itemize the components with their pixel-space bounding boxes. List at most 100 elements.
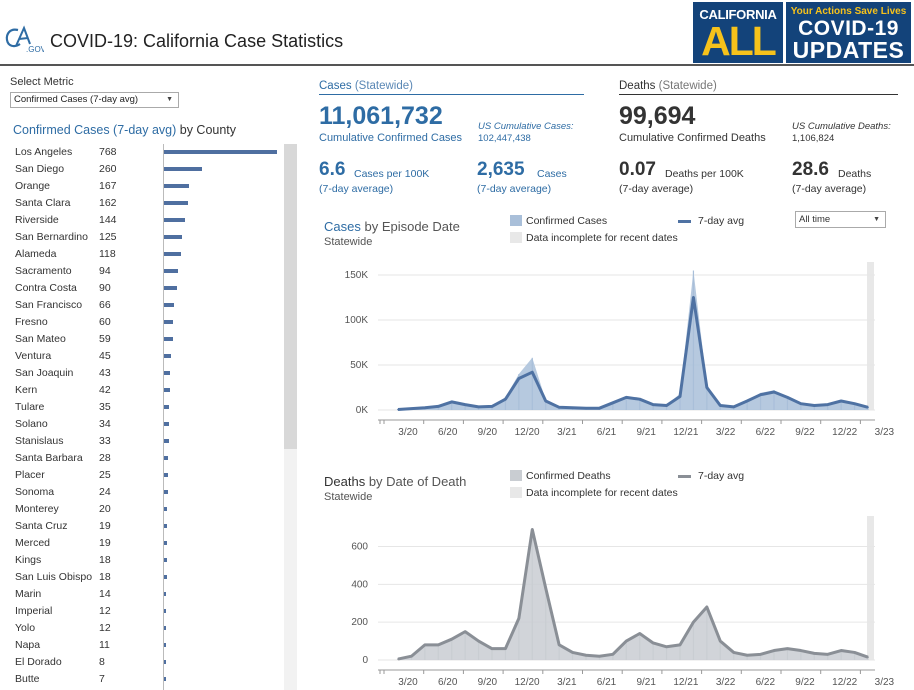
county-bar[interactable]	[164, 405, 170, 409]
line-point	[558, 406, 560, 409]
county-bar[interactable]	[164, 456, 169, 460]
county-row[interactable]: El Dorado 8	[0, 654, 300, 671]
county-bar[interactable]	[164, 558, 167, 562]
time-range-dropdown[interactable]: All time ▼	[795, 211, 886, 228]
line-point	[719, 640, 722, 642]
county-bar[interactable]	[164, 269, 178, 273]
county-row[interactable]: Alameda 118	[0, 246, 300, 263]
county-bar[interactable]	[164, 439, 169, 443]
county-row[interactable]: Kings 18	[0, 552, 300, 569]
us-cumulative-deaths-label: US Cumulative Deaths:	[792, 121, 891, 132]
county-name: Solano	[15, 418, 48, 430]
county-row[interactable]: San Luis Obispo 18	[0, 569, 300, 586]
county-bar[interactable]	[164, 524, 167, 528]
line-point	[612, 402, 614, 404]
county-bar[interactable]	[164, 422, 169, 426]
cases-heading-sub: (Statewide)	[354, 80, 413, 92]
county-bar[interactable]	[164, 626, 166, 630]
county-row[interactable]: San Mateo 59	[0, 331, 300, 348]
county-bar[interactable]	[164, 303, 174, 307]
county-row[interactable]: Orange 167	[0, 178, 300, 195]
county-bar[interactable]	[164, 252, 182, 256]
deaths-chart-subtitle: Statewide	[324, 491, 373, 503]
county-bar[interactable]	[164, 286, 178, 290]
line-point	[652, 642, 654, 644]
county-row[interactable]: Ventura 45	[0, 348, 300, 365]
county-bar[interactable]	[164, 150, 277, 154]
line-point	[544, 587, 547, 589]
county-row[interactable]: Marin 14	[0, 586, 300, 603]
county-bar[interactable]	[164, 575, 167, 579]
county-bar[interactable]	[164, 235, 183, 239]
county-row[interactable]: Napa 11	[0, 637, 300, 654]
county-row[interactable]: Riverside 144	[0, 212, 300, 229]
county-bar[interactable]	[164, 337, 173, 341]
county-bar[interactable]	[164, 490, 168, 494]
deaths-by-date-chart[interactable]: 0 200 400 600 3/20 6/20 9/20 12/20 3/21 6/21 9/21 1…	[320, 512, 895, 690]
county-row[interactable]: Imperial 12	[0, 603, 300, 620]
line-point	[410, 655, 413, 658]
county-row[interactable]: Yolo 12	[0, 620, 300, 637]
county-scrollbar-thumb[interactable]	[284, 144, 297, 449]
county-row[interactable]: Merced 19	[0, 535, 300, 552]
county-row[interactable]: Sacramento 94	[0, 263, 300, 280]
county-bar[interactable]	[164, 507, 167, 511]
county-bar[interactable]	[164, 660, 166, 664]
county-bar[interactable]	[164, 218, 186, 222]
county-row[interactable]: Los Angeles 768	[0, 144, 300, 161]
county-name: San Mateo	[15, 333, 66, 345]
covid-updates-banner[interactable]: Your Actions Save Lives COVID-19 UPDATES	[786, 2, 911, 63]
county-name: Placer	[15, 469, 45, 481]
county-bar[interactable]	[164, 201, 188, 205]
county-value: 118	[99, 248, 116, 260]
county-row[interactable]: Tulare 35	[0, 399, 300, 416]
us-cumulative-cases-value: 102,447,438	[478, 133, 531, 144]
metric-dropdown[interactable]: Confirmed Cases (7-day avg) ▼	[10, 92, 179, 108]
bar-mark	[518, 374, 520, 410]
county-row[interactable]: Solano 34	[0, 416, 300, 433]
california-all-banner[interactable]: CALIFORNIA ALL	[693, 2, 783, 63]
county-row[interactable]: Placer 25	[0, 467, 300, 484]
county-row[interactable]: Sonoma 24	[0, 484, 300, 501]
county-row[interactable]: Contra Costa 90	[0, 280, 300, 297]
county-bar[interactable]	[164, 388, 171, 392]
county-row[interactable]: Santa Cruz 19	[0, 518, 300, 535]
county-bar[interactable]	[164, 371, 171, 375]
county-bar[interactable]	[164, 473, 168, 477]
ca-gov-logo[interactable]: .GOV	[4, 24, 47, 54]
bar-mark	[786, 396, 789, 410]
county-bar[interactable]	[164, 677, 166, 681]
county-bar[interactable]	[164, 167, 203, 171]
county-bar[interactable]	[164, 541, 167, 545]
county-row[interactable]: Stanislaus 33	[0, 433, 300, 450]
bar-mark	[652, 642, 654, 660]
line-point	[732, 651, 735, 654]
cases-by-episode-date-chart[interactable]: 0K 50K 100K 150K 3/20 6/20 9/20 12/20 3/21 6/21 9/…	[320, 258, 895, 440]
county-name: San Luis Obispo	[15, 571, 93, 583]
county-bar[interactable]	[164, 592, 167, 596]
county-row[interactable]: Monterey 20	[0, 501, 300, 518]
county-row[interactable]: San Francisco 66	[0, 297, 300, 314]
line-point	[786, 396, 789, 399]
county-bar[interactable]	[164, 609, 166, 613]
county-bar[interactable]	[164, 320, 173, 324]
incomplete-data-region	[867, 262, 874, 410]
county-bar[interactable]	[164, 643, 166, 647]
county-bar[interactable]	[164, 354, 171, 358]
county-row[interactable]: Fresno 60	[0, 314, 300, 331]
line-point	[759, 393, 762, 396]
line-point	[598, 655, 601, 658]
bar-mark	[665, 646, 668, 660]
county-row[interactable]: Santa Clara 162	[0, 195, 300, 212]
county-row[interactable]: Santa Barbara 28	[0, 450, 300, 467]
county-row[interactable]: San Joaquin 43	[0, 365, 300, 382]
county-bar[interactable]	[164, 184, 189, 188]
county-bar-list[interactable]: Los Angeles 768 San Diego 260 Orange 167 Santa…	[0, 144, 300, 690]
county-row[interactable]: Butte 7	[0, 671, 300, 688]
county-row[interactable]: San Diego 260	[0, 161, 300, 178]
county-row[interactable]: San Bernardino 125	[0, 229, 300, 246]
county-row[interactable]: Kern 42	[0, 382, 300, 399]
cases-statewide-header: Cases (Statewide)	[319, 80, 584, 95]
bar-mark	[853, 403, 856, 410]
x-tick-label: 3/20	[398, 677, 418, 688]
